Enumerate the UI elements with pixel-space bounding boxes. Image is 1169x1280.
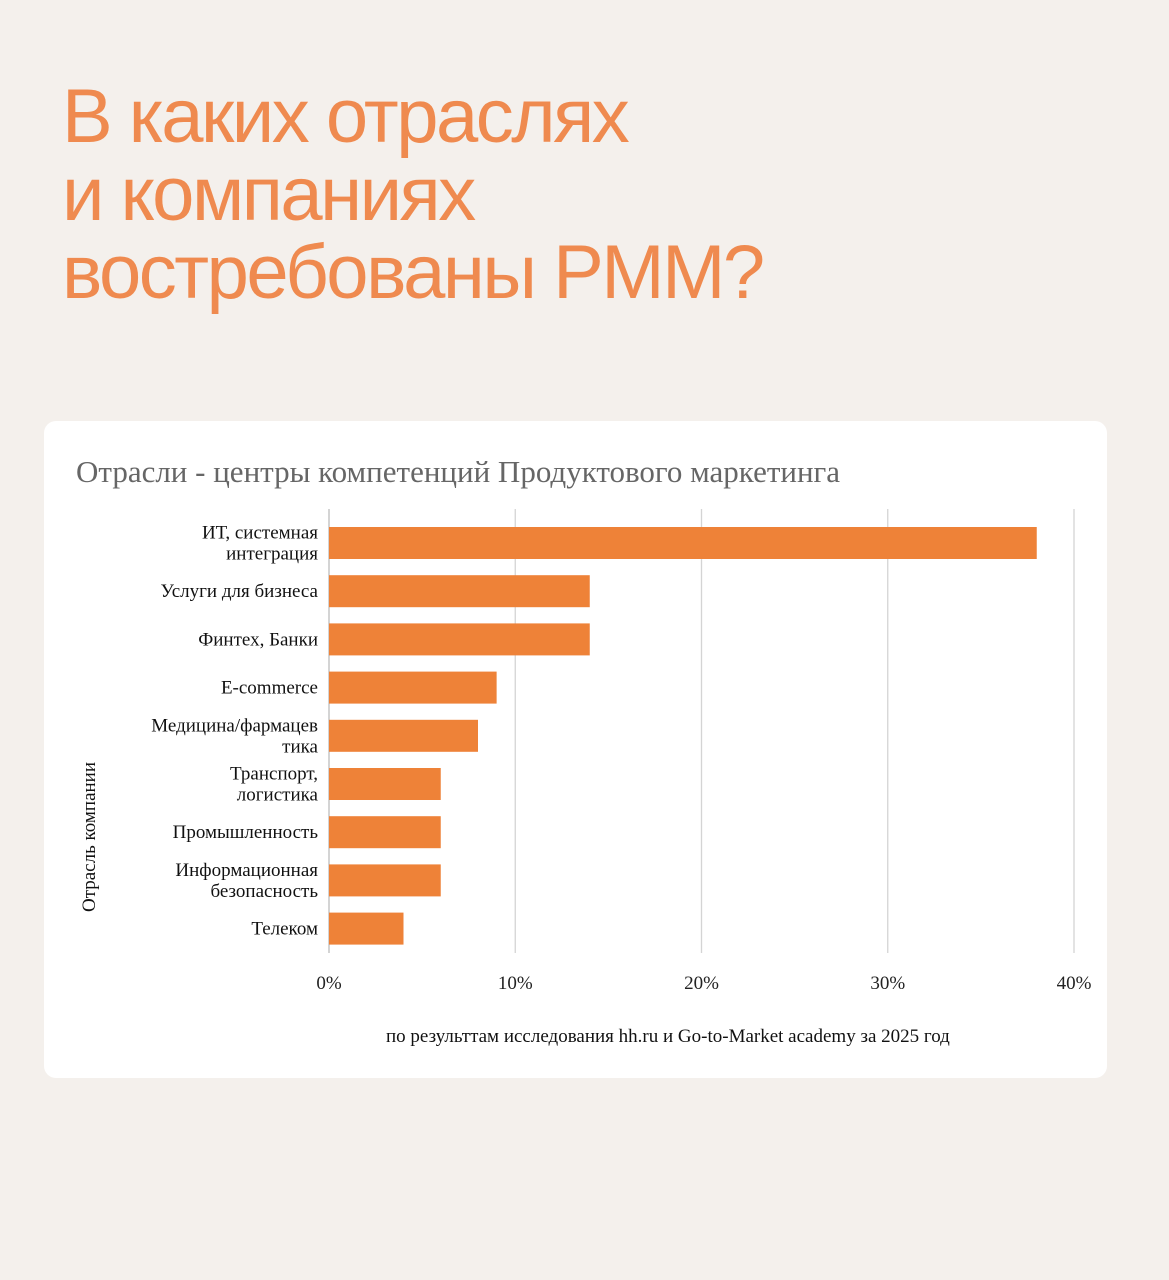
category-label: Промышленность: [173, 822, 319, 843]
y-axis-label: Отрасль компании: [79, 762, 100, 912]
category-label-line: Промышленность: [173, 822, 319, 843]
category-label: Транспорт, логистика: [230, 764, 319, 806]
category-label-line: Финтех, Банки: [198, 629, 318, 650]
bar-chart: Отрасли - центры компетенций Продуктовог…: [76, 454, 1092, 1047]
x-tick-label: 40%: [1057, 973, 1092, 994]
category-label: Медицина/фармацев тика: [151, 715, 318, 757]
x-tick-labels: 0% 10% 20% 30% 40%: [316, 973, 1091, 994]
headline-line-2: и компаниях: [62, 152, 476, 237]
category-label-line: Медицина/фармацев: [151, 715, 318, 736]
bar: [329, 864, 441, 897]
category-label-line: логистика: [237, 785, 319, 806]
x-tick-label: 30%: [870, 973, 905, 994]
chart-title: Отрасли - центры компетенций Продуктовог…: [76, 454, 840, 489]
bar: [329, 719, 478, 752]
bar: [329, 623, 590, 656]
bar: [329, 912, 404, 945]
category-label-line: Телеком: [251, 919, 318, 940]
category-label-line: E-commerce: [221, 678, 318, 699]
headline-line-1: В каких отраслях: [62, 74, 630, 159]
category-label-line: тика: [282, 736, 318, 757]
category-label: Телеком: [251, 919, 318, 940]
x-tick-label: 10%: [498, 973, 533, 994]
category-label-line: Информационная: [175, 860, 318, 881]
bar: [329, 671, 497, 704]
category-label: Услуги для бизнеса: [161, 581, 319, 602]
chart-bars: [329, 527, 1037, 945]
category-labels: ИТ, системная интеграция Услуги для бизнес…: [151, 523, 318, 940]
bar: [329, 768, 441, 800]
source-note: по результтам исследования hh.ru и Go-to…: [386, 1026, 950, 1047]
category-label: E-commerce: [221, 678, 318, 699]
category-label: Финтех, Банки: [198, 629, 318, 650]
headline-line-3: востребованы PMM?: [62, 230, 765, 315]
category-label-line: Транспорт,: [230, 764, 318, 785]
bar: [329, 527, 1037, 559]
x-tick-label: 0%: [316, 973, 342, 994]
chart-card: Отрасли - центры компетенций Продуктовог…: [44, 421, 1107, 1078]
page-headline: В каких отраслях и компаниях востребован…: [62, 78, 1062, 312]
bar: [329, 575, 590, 608]
category-label: ИТ, системная интеграция: [202, 523, 318, 565]
x-tick-label: 20%: [684, 973, 719, 994]
category-label: Информационная безопасность: [175, 860, 318, 902]
category-label-line: ИТ, системная: [202, 523, 318, 544]
category-label-line: Услуги для бизнеса: [161, 581, 319, 602]
category-label-line: интеграция: [226, 544, 318, 565]
category-label-line: безопасность: [210, 881, 318, 902]
bar: [329, 816, 441, 849]
